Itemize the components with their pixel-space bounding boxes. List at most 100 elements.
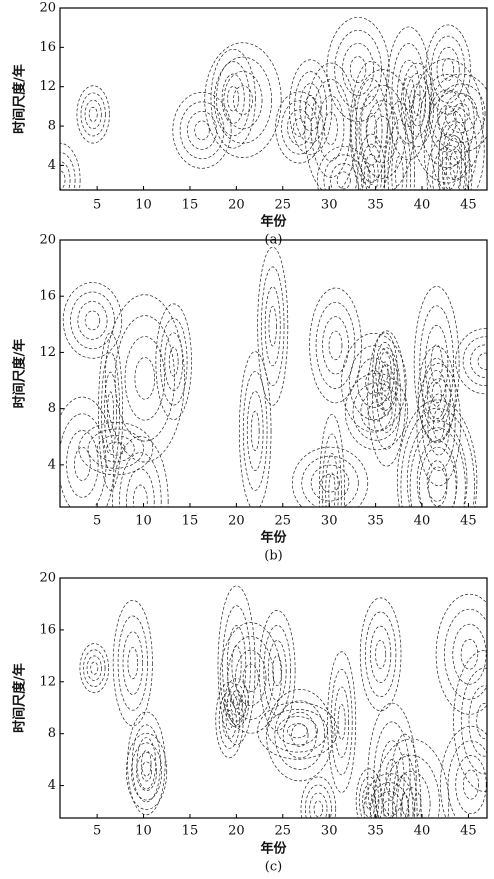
contour-line [409, 427, 466, 507]
contour-line [462, 769, 479, 800]
y-tick-label: 4 [48, 158, 56, 173]
contour-line [323, 111, 338, 146]
contour-line [364, 153, 379, 190]
contour-line [327, 651, 357, 793]
contour-line [430, 344, 443, 384]
contour-line [375, 639, 387, 669]
contour-line [250, 410, 260, 452]
contour-line [360, 95, 383, 166]
contour-line [425, 324, 449, 404]
contour-line [258, 610, 296, 732]
contour-line [136, 737, 157, 790]
contour-line [326, 17, 390, 122]
contour-line [428, 89, 466, 153]
contour-line [60, 396, 115, 507]
contour-line [235, 649, 267, 706]
x-tick-label: 35 [367, 514, 384, 529]
contour-line [86, 655, 102, 681]
contour-line [350, 69, 414, 190]
caption: (b) [264, 549, 282, 564]
contour-line [410, 58, 484, 184]
x-tick-label: 45 [460, 514, 477, 529]
x-tick-label: 45 [460, 824, 477, 839]
y-axis-label: 时间尺度/年 [12, 339, 28, 409]
contour-line [477, 352, 487, 370]
contour-line [310, 464, 350, 502]
contour-line [294, 71, 327, 144]
contour-line [413, 286, 460, 443]
contour-line [328, 472, 336, 507]
contour-line [367, 163, 376, 185]
contour-line [84, 99, 102, 130]
contour-line [385, 759, 399, 798]
contour-line [443, 166, 456, 190]
y-axis-label: 时间尺度/年 [12, 64, 28, 134]
x-tick-label: 30 [321, 514, 338, 529]
contour-line [233, 85, 253, 115]
x-tick-label: 15 [182, 198, 199, 213]
contour-line [194, 120, 210, 141]
contour-line [204, 42, 282, 158]
x-axis-label: 年份 [260, 530, 287, 546]
contour-line [114, 315, 175, 442]
contour-line [187, 110, 217, 150]
contour-line [227, 684, 246, 722]
contour-line [238, 351, 272, 507]
y-tick-label: 8 [48, 401, 56, 416]
contour-line [400, 407, 475, 507]
contour-line [462, 336, 487, 387]
contour-line [317, 95, 345, 162]
contour-line [445, 137, 462, 190]
contour-line [330, 163, 358, 190]
contour-line [281, 100, 318, 155]
contour-line [426, 460, 448, 502]
contour-line [440, 725, 487, 818]
contour-line [337, 704, 346, 741]
contour-line [364, 611, 397, 698]
contour-line [357, 357, 391, 408]
contour-line [257, 246, 289, 406]
contour-line [428, 466, 448, 507]
contour-line [112, 436, 169, 507]
contour-line [60, 413, 107, 507]
contour-line [104, 371, 117, 452]
contour-line [272, 655, 283, 686]
contour-line [358, 84, 407, 179]
contour-line [124, 336, 165, 421]
contour-line [436, 83, 486, 143]
contour-line [391, 137, 408, 190]
x-tick-label: 10 [135, 824, 152, 839]
contour-line [323, 154, 364, 190]
contour-line [442, 58, 455, 82]
x-tick-label: 35 [367, 824, 384, 839]
contour-line [470, 344, 487, 378]
contour-line [376, 364, 397, 433]
contour-line [304, 95, 317, 120]
contour-line [117, 615, 148, 711]
contour-line [215, 681, 244, 759]
contour-line [210, 48, 256, 149]
contour-line [222, 700, 237, 740]
contour-line [431, 105, 478, 190]
contour-line [267, 709, 328, 753]
contour-line [369, 782, 409, 818]
contour-line [367, 330, 406, 467]
plot-frame [59, 239, 488, 508]
contour-line [78, 422, 154, 476]
contour-line [378, 351, 392, 392]
contour-line [388, 733, 422, 818]
contour-line [437, 155, 461, 190]
contour-line [438, 110, 470, 190]
contour-line [293, 118, 306, 137]
contour-line [400, 62, 435, 148]
x-tick-label: 30 [321, 198, 338, 213]
y-tick-label: 4 [48, 778, 56, 793]
contour-line [422, 378, 456, 471]
contour-line [320, 473, 340, 493]
contour-line [74, 446, 91, 481]
y-tick-label: 20 [39, 571, 56, 586]
caption: (c) [265, 860, 282, 875]
x-axis-label: 年份 [260, 214, 287, 230]
contour-line [419, 305, 454, 423]
contour-line [101, 352, 120, 471]
